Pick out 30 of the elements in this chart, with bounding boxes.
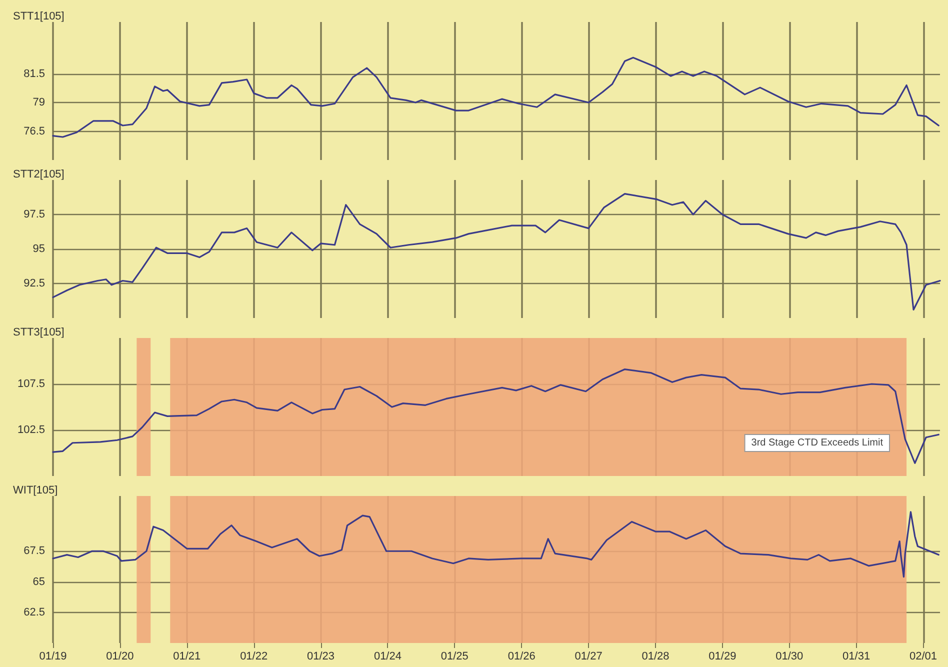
- y-tick-label: 81.5: [24, 68, 45, 80]
- chart-title: STT2[105]: [13, 168, 64, 180]
- x-tick-label: 01/28: [642, 650, 670, 662]
- x-tick-label: 01/24: [374, 650, 402, 662]
- chart-title: STT1[105]: [13, 10, 64, 22]
- y-tick-label: 97.5: [24, 208, 45, 220]
- x-tick-label: 01/29: [708, 650, 736, 662]
- annotation: 3rd Stage CTD Exceeds Limit: [751, 438, 884, 448]
- x-tick-label: 01/26: [508, 650, 536, 662]
- x-tick-label: 01/25: [440, 650, 468, 662]
- x-tick-label: 01/21: [173, 650, 201, 662]
- y-tick-label: 76.5: [24, 125, 45, 138]
- x-tick-label: 01/20: [106, 650, 134, 662]
- x-tick-label: 02/01: [910, 650, 938, 662]
- chart-title: STT3[105]: [13, 326, 64, 338]
- x-tick-label: 01/27: [574, 650, 602, 662]
- y-tick-label: 92.5: [24, 278, 45, 290]
- x-tick-label: 01/31: [842, 650, 870, 662]
- y-tick-label: 62.5: [24, 606, 45, 618]
- y-tick-label: 95: [32, 243, 45, 255]
- chart-title: WIT[105]: [13, 484, 58, 496]
- y-tick-label: 67.5: [24, 545, 45, 558]
- x-tick-label: 01/19: [39, 650, 67, 662]
- x-tick-label: 01/22: [240, 650, 268, 662]
- y-tick-label: 79: [32, 96, 45, 108]
- y-tick-label: 107.5: [17, 378, 45, 390]
- y-tick-label: 65: [32, 576, 45, 588]
- x-tick-label: 01/30: [776, 650, 804, 662]
- x-tick-label: 01/23: [307, 650, 335, 662]
- y-tick-label: 102.5: [17, 424, 45, 436]
